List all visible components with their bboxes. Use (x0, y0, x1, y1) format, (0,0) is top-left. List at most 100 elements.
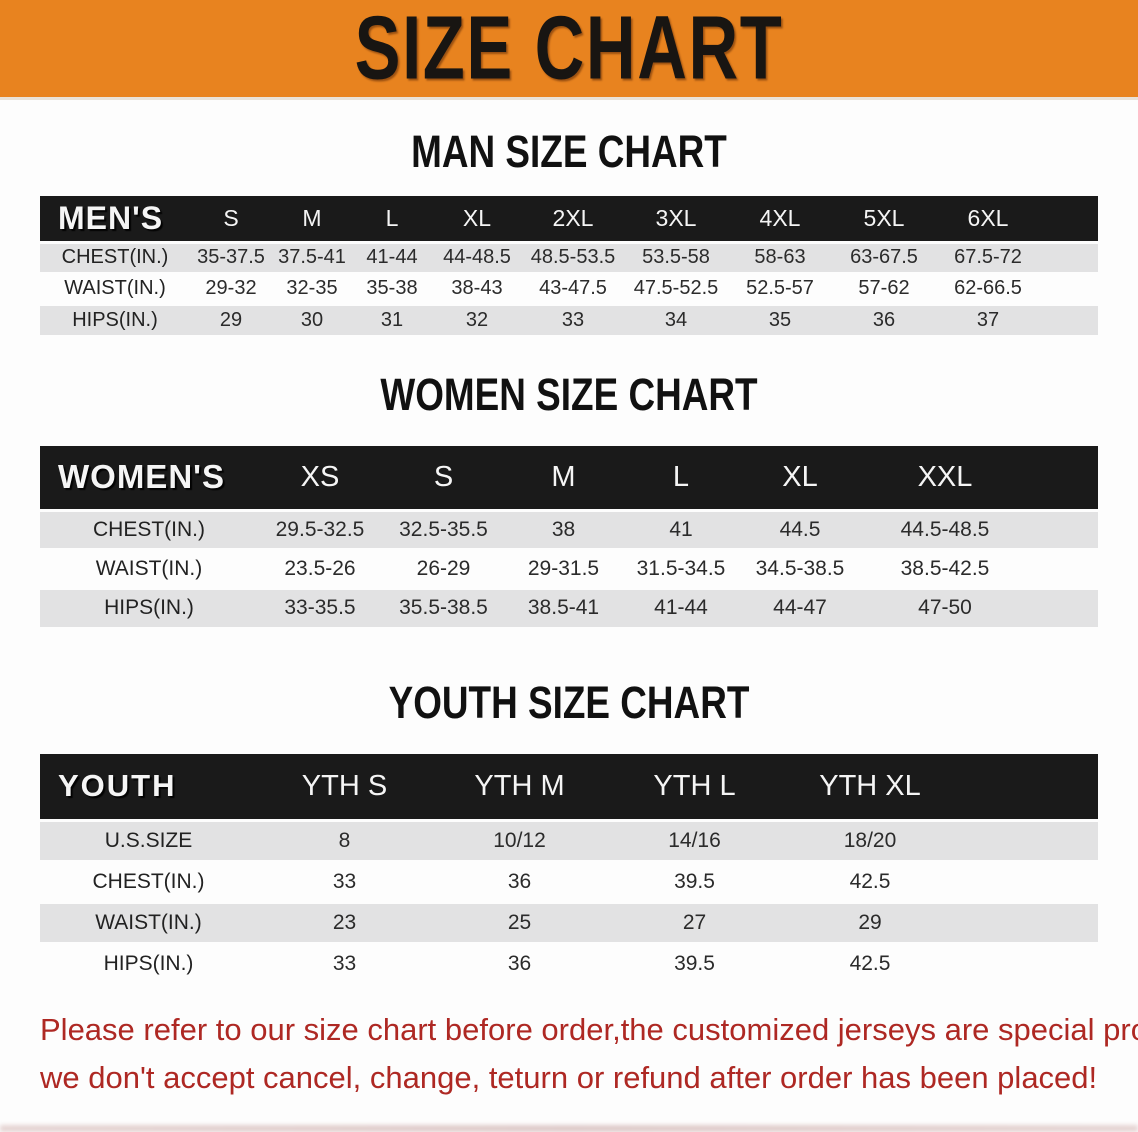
spacer-cell (1040, 242, 1098, 273)
row-label: CHEST(IN.) (61, 246, 169, 268)
womens-size-col: XS (300, 460, 340, 493)
youth-size-col: YTH XL (819, 769, 921, 802)
mens-size-table: MEN'S S M L XL 2XL 3XL 4XL 5XL 6XL CHEST… (40, 196, 1098, 335)
cell: 47.5-52.5 (633, 277, 719, 299)
cell: 29-31.5 (527, 556, 600, 580)
row-label: U.S.SIZE (104, 828, 193, 852)
spacer-cell (1040, 196, 1098, 242)
disclaimer-line-2: we don't accept cancel, change, teturn o… (40, 1060, 1098, 1095)
cell: 44.5-48.5 (900, 517, 990, 541)
cell: 29-32 (205, 277, 257, 299)
mens-corner-label: MEN'S (58, 199, 164, 236)
youth-size-table: YOUTH YTH S YTH M YTH L YTH XL U.S.SIZE … (40, 754, 1098, 984)
cell: 27 (682, 910, 707, 934)
cell: 31.5-34.5 (636, 556, 726, 580)
banner-title: SIZE CHART (354, 0, 784, 99)
row-label: HIPS(IN.) (72, 308, 158, 331)
cell: 35.5-38.5 (399, 596, 488, 620)
table-row: WAIST(IN.) 23 25 27 29 (40, 902, 1098, 943)
cell: 43-47.5 (539, 277, 607, 299)
man-section-heading: MAN SIZE CHART (411, 126, 727, 177)
spacer-cell (1030, 446, 1098, 510)
spacer-cell (1030, 549, 1098, 588)
cell: 42.5 (849, 869, 891, 893)
cell: 14/16 (668, 828, 721, 852)
youth-corner-label: YOUTH (58, 768, 177, 804)
spacer-cell (1040, 304, 1098, 335)
cell: 44-48.5 (443, 246, 511, 268)
cell: 35-37.5 (197, 246, 265, 268)
cell: 41-44 (366, 246, 418, 268)
cell: 8 (338, 828, 351, 852)
womens-size-col: XXL (917, 460, 973, 493)
cell: 36 (872, 308, 896, 331)
womens-size-col: XL (782, 460, 818, 493)
table-row: WAIST(IN.) 23.5-26 26-29 29-31.5 31.5-34… (40, 549, 1098, 588)
cell: 57-62 (858, 277, 910, 299)
cell: 33-35.5 (284, 596, 356, 620)
spacer-cell (958, 820, 1098, 861)
row-label: WAIST(IN.) (64, 277, 166, 299)
cell: 58-63 (754, 246, 806, 268)
cell: 48.5-53.5 (530, 246, 616, 268)
cell: 39.5 (674, 869, 715, 893)
cell: 41-44 (654, 596, 708, 620)
mens-size-col: XL (462, 204, 492, 231)
youth-size-col: YTH L (653, 769, 736, 802)
cell: 41 (669, 517, 693, 541)
youth-size-col: YTH S (301, 769, 388, 802)
cell: 44.5 (779, 517, 821, 541)
cell: 32.5-35.5 (399, 517, 488, 541)
cell: 62-66.5 (954, 277, 1022, 299)
cell: 52.5-57 (746, 277, 814, 299)
women-section-heading: WOMEN SIZE CHART (380, 369, 758, 420)
cell: 33 (332, 869, 357, 893)
cell: 33 (332, 952, 357, 976)
table-row: HIPS(IN.) 33-35.5 35.5-38.5 38.5-41 41-4… (40, 588, 1098, 627)
cell: 26-29 (416, 556, 471, 580)
cell: 38-43 (451, 277, 503, 299)
mens-size-col: 3XL (655, 204, 697, 231)
mens-size-col: 4XL (759, 204, 801, 231)
cell: 36 (507, 869, 532, 893)
womens-size-col: L (672, 460, 690, 493)
spacer-cell (1030, 510, 1098, 549)
cell: 38 (551, 517, 576, 541)
womens-size-col: M (551, 460, 576, 493)
cell: 37 (976, 308, 1000, 331)
womens-header-row: WOMEN'S XS S M L XL XXL (40, 446, 1098, 510)
spacer-cell (1030, 588, 1098, 627)
row-label: WAIST(IN.) (95, 556, 203, 580)
cell: 36 (507, 952, 532, 976)
disclaimer-text: Please refer to our size chart before or… (40, 1006, 1138, 1102)
cell: 38.5-41 (527, 596, 600, 620)
cell: 35-38 (366, 277, 418, 299)
cell: 32 (465, 308, 489, 331)
womens-corner-label: WOMEN'S (58, 458, 226, 496)
table-row: WAIST(IN.) 29-32 32-35 35-38 38-43 43-47… (40, 273, 1098, 304)
cell: 35 (768, 308, 792, 331)
youth-section-heading: YOUTH SIZE CHART (388, 677, 750, 728)
cell: 25 (507, 910, 532, 934)
womens-size-col: S (433, 460, 454, 493)
disclaimer-line-1: Please refer to our size chart before or… (40, 1012, 1138, 1047)
cell: 10/12 (493, 828, 546, 852)
spacer-cell (958, 861, 1098, 902)
mens-size-col: S (223, 204, 239, 231)
row-label: CHEST(IN.) (93, 517, 205, 541)
cell: 34.5-38.5 (755, 556, 845, 580)
cell: 29 (858, 910, 882, 934)
mens-size-col: 6XL (967, 204, 1009, 231)
cell: 34 (664, 308, 688, 331)
cell: 53.5-58 (642, 246, 710, 268)
mens-size-col: 5XL (863, 204, 905, 231)
cell: 33 (561, 308, 585, 331)
table-row: CHEST(IN.) 35-37.5 37.5-41 41-44 44-48.5… (40, 242, 1098, 273)
youth-size-col: YTH M (474, 769, 565, 802)
size-chart-banner: SIZE CHART (0, 0, 1138, 100)
cell: 63-67.5 (850, 246, 918, 268)
mens-size-col: L (385, 204, 399, 231)
mens-size-col: 2XL (552, 204, 594, 231)
table-row: HIPS(IN.) 29 30 31 32 33 34 35 36 37 (40, 304, 1098, 335)
row-label: HIPS(IN.) (104, 596, 194, 620)
